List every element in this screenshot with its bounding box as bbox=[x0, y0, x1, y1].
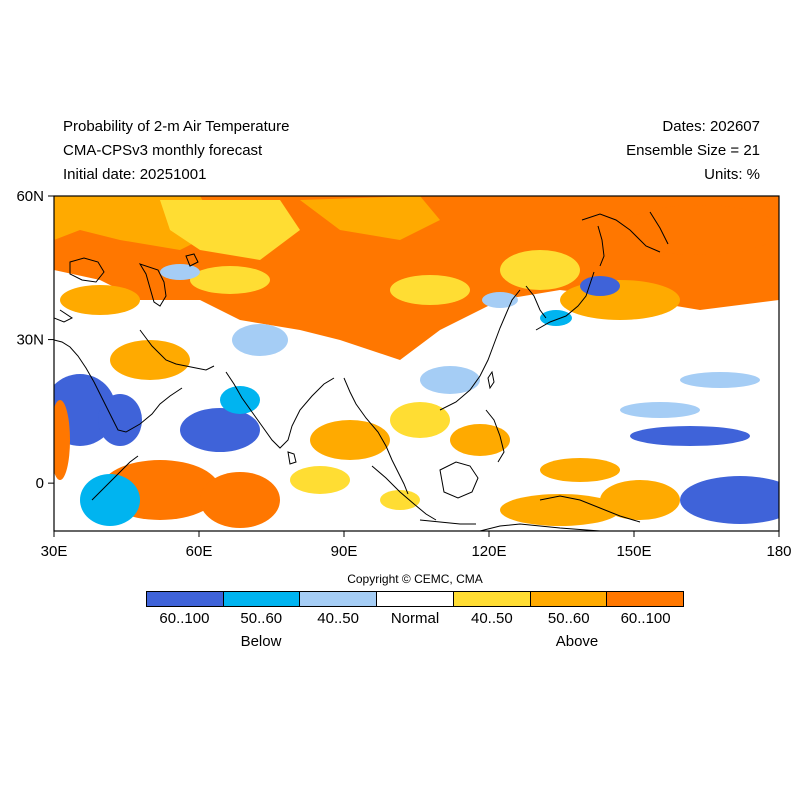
warm-region bbox=[600, 480, 680, 520]
legend-label: Normal bbox=[390, 610, 440, 627]
legend-box-below-60-100 bbox=[147, 592, 224, 606]
y-tick-label: 60N bbox=[16, 188, 44, 205]
coastline-caspian bbox=[138, 263, 167, 307]
warm-region bbox=[620, 205, 779, 255]
legend-box-below-50-60 bbox=[223, 592, 301, 606]
cold-region bbox=[482, 292, 518, 308]
cold-region bbox=[680, 476, 779, 524]
coastline-japan bbox=[535, 271, 595, 331]
coastline-mediterranean bbox=[54, 309, 73, 323]
above-label: Above bbox=[555, 633, 599, 650]
coastlines bbox=[54, 211, 669, 531]
title-line-3: Initial date: 20251001 bbox=[63, 166, 207, 183]
coastline-sri-lanka bbox=[287, 451, 297, 465]
cold-region bbox=[680, 372, 760, 388]
cold-region bbox=[220, 386, 260, 414]
x-tick-label: 90E bbox=[331, 543, 358, 560]
coastline-black-sea bbox=[69, 257, 105, 283]
cold-region bbox=[540, 310, 572, 326]
cold-region bbox=[80, 474, 140, 526]
legend-labels: 60..100 50..60 40..50 Normal 40..50 50..… bbox=[146, 610, 684, 630]
cold-region bbox=[420, 366, 480, 394]
coastline-new-guinea bbox=[539, 495, 641, 523]
warm-region bbox=[390, 402, 450, 438]
coastline-philippines bbox=[485, 409, 505, 463]
units-label: Units: % bbox=[704, 166, 760, 183]
warm-region bbox=[110, 340, 190, 380]
copyright-text: Copyright © CEMC, CMA bbox=[347, 572, 483, 586]
x-tick-label: 60E bbox=[186, 543, 213, 560]
ensemble-size-label: Ensemble Size = 21 bbox=[626, 142, 760, 159]
legend-box-below-40-50 bbox=[300, 592, 378, 606]
title-line-2: CMA-CPSv3 monthly forecast bbox=[63, 142, 263, 159]
y-tick-label: 0 bbox=[36, 475, 44, 492]
below-label: Below bbox=[240, 633, 282, 650]
legend-label: 50..60 bbox=[240, 610, 283, 627]
legend-box-above-40-50 bbox=[453, 592, 531, 606]
warm-region bbox=[200, 472, 280, 528]
warm-region bbox=[500, 250, 580, 290]
coastline-australia-north bbox=[479, 523, 601, 531]
x-tick-label: 180 bbox=[766, 543, 791, 560]
x-tick-label: 120E bbox=[471, 543, 506, 560]
cold-region bbox=[580, 276, 620, 296]
coastline-china bbox=[439, 289, 521, 411]
coastline-taiwan bbox=[487, 370, 495, 390]
legend-colorbar bbox=[146, 591, 684, 607]
cold-region bbox=[160, 264, 200, 280]
coastline-borneo bbox=[439, 461, 479, 499]
legend-label: 60..100 bbox=[620, 610, 671, 627]
coastline-india bbox=[225, 371, 335, 449]
coastline-sakhalin bbox=[597, 225, 605, 267]
coastline-kamchatka bbox=[649, 211, 669, 245]
warm-region bbox=[390, 275, 470, 305]
legend-label: 40..50 bbox=[317, 610, 359, 627]
cold-region bbox=[232, 324, 288, 356]
warm-region bbox=[310, 420, 390, 460]
warm-region bbox=[190, 266, 270, 294]
coastline-red-sea bbox=[54, 339, 183, 433]
coastline-africa-horn bbox=[91, 455, 139, 501]
y-tick-label: 30N bbox=[16, 332, 44, 349]
legend-label: 50..60 bbox=[547, 610, 590, 627]
legend-box-above-60-100 bbox=[607, 592, 684, 606]
probability-field bbox=[54, 196, 779, 531]
warm-region bbox=[450, 424, 510, 456]
dates-label: Dates: 202607 bbox=[662, 118, 760, 135]
plot-frame bbox=[53, 195, 780, 532]
warm-region bbox=[300, 196, 440, 240]
title-line-1: Probability of 2-m Air Temperature bbox=[63, 118, 290, 135]
x-tick-label: 30E bbox=[41, 543, 68, 560]
x-tick-label: 150E bbox=[616, 543, 651, 560]
cold-region bbox=[630, 426, 750, 446]
warm-region bbox=[160, 200, 300, 260]
header-right: Dates: 202607 Ensemble Size = 21 Units: … bbox=[626, 115, 760, 187]
warm-region bbox=[500, 494, 620, 526]
coastline-persian-gulf bbox=[139, 329, 215, 371]
y-axis: 60N 30N 0 bbox=[16, 188, 54, 492]
warm-region bbox=[290, 466, 350, 494]
x-axis: 30E 60E 90E 120E 150E 180 bbox=[41, 531, 792, 560]
legend-box-above-50-60 bbox=[530, 592, 608, 606]
coastline-indochina bbox=[343, 377, 409, 495]
coastline-korea bbox=[525, 285, 547, 319]
legend-label: 60..100 bbox=[159, 610, 210, 627]
coastline-okhotsk bbox=[581, 213, 661, 253]
warm-region bbox=[54, 400, 70, 480]
legend-box-normal bbox=[377, 592, 454, 606]
legend-label: 40..50 bbox=[471, 610, 513, 627]
coastline-aral bbox=[185, 253, 199, 267]
coastline-java bbox=[419, 519, 476, 525]
warm-region bbox=[540, 458, 620, 482]
cold-region bbox=[180, 408, 260, 452]
warm-region bbox=[380, 490, 420, 510]
cold-region bbox=[620, 402, 700, 418]
header-left: Probability of 2-m Air Temperature CMA-C… bbox=[63, 115, 290, 187]
cold-region bbox=[98, 394, 142, 446]
coastline-sumatra bbox=[371, 465, 437, 521]
warm-region bbox=[60, 285, 140, 315]
